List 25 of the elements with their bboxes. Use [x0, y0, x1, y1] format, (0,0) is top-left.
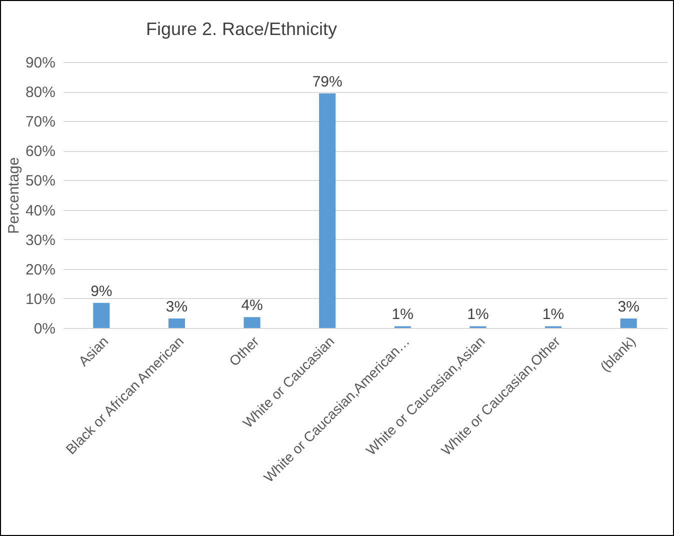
y-tick-label: 80% — [25, 84, 56, 102]
bar — [620, 318, 637, 328]
data-label: 1% — [467, 306, 489, 324]
y-tick-label: 0% — [34, 320, 56, 338]
y-tick-label: 20% — [25, 261, 56, 278]
bar — [319, 93, 336, 328]
bar — [93, 302, 110, 328]
y-tick-label: 90% — [25, 54, 56, 72]
data-label: 4% — [241, 297, 263, 314]
data-label: 9% — [90, 282, 112, 300]
y-tick-label: 30% — [25, 232, 56, 249]
bar — [244, 317, 260, 328]
y-tick-label: 70% — [25, 114, 56, 131]
y-tick-label: 50% — [25, 172, 56, 190]
y-tick-label: 40% — [25, 202, 56, 220]
chart-title: Figure 2. Race/Ethnicity — [146, 19, 338, 39]
data-label: 3% — [166, 298, 188, 316]
data-label: 79% — [312, 73, 342, 90]
data-label: 1% — [392, 306, 414, 324]
y-axis-title: Percentage — [5, 157, 22, 234]
data-label: 3% — [618, 298, 640, 316]
bar — [168, 318, 186, 328]
y-tick-label: 10% — [25, 290, 56, 308]
data-label: 1% — [542, 306, 564, 324]
y-tick-label: 60% — [25, 143, 56, 160]
